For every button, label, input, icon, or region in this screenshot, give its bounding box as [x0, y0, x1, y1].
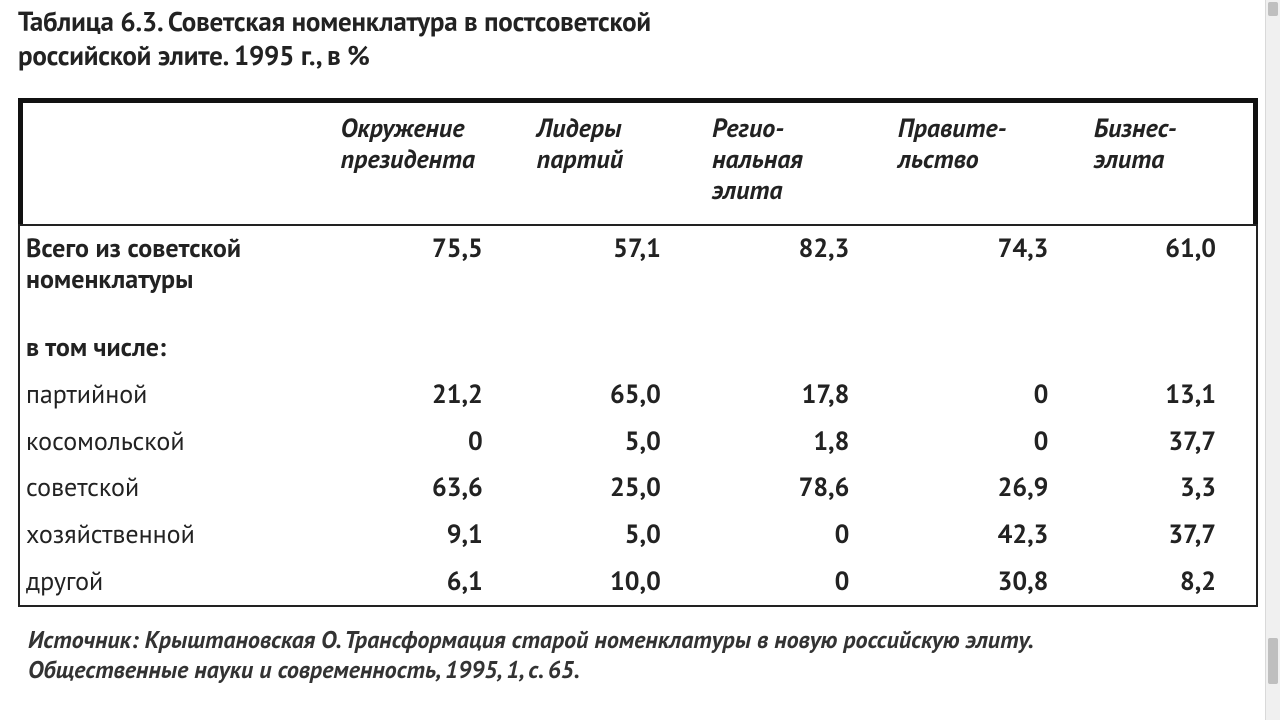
- row-0-v3: 0: [889, 372, 1088, 419]
- col-header-0-l1: Окружение: [341, 112, 465, 145]
- row-3-v2: 0: [701, 512, 890, 559]
- row-2-label: советской: [20, 465, 324, 512]
- table-row: советской 63,6 25,0 78,6 26,9 3,3: [20, 465, 1256, 512]
- table-row: косомольской 0 5,0 1,8 0 37,7: [20, 419, 1256, 466]
- total-v0: 75,5: [324, 226, 523, 305]
- col-header-3: Правите- льство: [892, 113, 1088, 227]
- col-header-2-l3: элита: [712, 174, 782, 207]
- header-row: Окружение президента Лидеры партий Регио…: [23, 113, 1253, 227]
- subhead-label: в том числе:: [20, 305, 1256, 372]
- row-4-label: другой: [20, 559, 324, 606]
- table-row: партийной 21,2 65,0 17,8 0 13,1: [20, 372, 1256, 419]
- vertical-scrollbar[interactable]: [1265, 0, 1280, 720]
- total-label-l2: номенклатуры: [26, 263, 193, 296]
- row-4-v1: 10,0: [523, 559, 701, 606]
- page: Таблица 6.3. Советская номенклатура в по…: [0, 0, 1280, 685]
- row-4-v2: 0: [701, 559, 890, 606]
- row-0-v1: 65,0: [523, 372, 701, 419]
- table-row: хозяйственной 9,1 5,0 0 42,3 37,7: [20, 512, 1256, 559]
- col-header-3-l1: Правите-: [898, 112, 1007, 145]
- total-v2: 82,3: [701, 226, 890, 305]
- col-header-2: Регио- нальная элита: [706, 113, 892, 227]
- subhead-row: в том числе:: [20, 305, 1256, 372]
- col-header-4-l2: элита: [1094, 143, 1164, 176]
- col-header-1-l1: Лидеры: [537, 112, 622, 145]
- source-line-1: Источник: Крыштановская О. Трансформация…: [28, 624, 1034, 655]
- header-empty: [23, 113, 335, 227]
- row-0-label: партийной: [20, 372, 324, 419]
- col-header-4: Бизнес- элита: [1088, 113, 1253, 227]
- row-1-v2: 1,8: [701, 419, 890, 466]
- total-label: Всего из советской номенклатуры: [20, 226, 324, 305]
- col-header-2-l2: нальная: [712, 143, 803, 176]
- row-1-label: косомольской: [20, 419, 324, 466]
- col-header-0-l2: президента: [341, 143, 475, 176]
- table-row: другой 6,1 10,0 0 30,8 8,2: [20, 559, 1256, 606]
- title-line-2: российской элите. 1995 г., в %: [18, 39, 370, 73]
- row-0-v4: 13,1: [1088, 372, 1256, 419]
- row-1-v1: 5,0: [523, 419, 701, 466]
- row-0-v2: 17,8: [701, 372, 890, 419]
- row-4-v0: 6,1: [324, 559, 523, 606]
- table-title: Таблица 6.3. Советская номенклатура в по…: [18, 6, 1258, 74]
- row-4-v3: 30,8: [889, 559, 1088, 606]
- row-1-v4: 37,7: [1088, 419, 1256, 466]
- row-3-v0: 9,1: [324, 512, 523, 559]
- total-label-l1: Всего из советской: [26, 232, 241, 265]
- row-2-v0: 63,6: [324, 465, 523, 512]
- row-3-v1: 5,0: [523, 512, 701, 559]
- row-2-v2: 78,6: [701, 465, 890, 512]
- col-header-4-l1: Бизнес-: [1094, 112, 1177, 145]
- col-header-1: Лидеры партий: [531, 113, 706, 227]
- row-2-v4: 3,3: [1088, 465, 1256, 512]
- row-2-v1: 25,0: [523, 465, 701, 512]
- table-body: Всего из советской номенклатуры 75,5 57,…: [20, 226, 1256, 605]
- row-1-v0: 0: [324, 419, 523, 466]
- title-line-1: Таблица 6.3. Советская номенклатура в по…: [18, 5, 651, 39]
- source-citation: Источник: Крыштановская О. Трансформация…: [18, 625, 1258, 685]
- row-4-v4: 8,2: [1088, 559, 1256, 606]
- col-header-1-l2: партий: [537, 143, 623, 176]
- source-line-2: Общественные науки и современность, 1995…: [28, 654, 580, 685]
- row-3-label: хозяйственной: [20, 512, 324, 559]
- row-0-v0: 21,2: [324, 372, 523, 419]
- table-header-frame: Окружение президента Лидеры партий Регио…: [18, 98, 1258, 227]
- table-header: Окружение президента Лидеры партий Регио…: [23, 113, 1253, 227]
- row-2-v3: 26,9: [889, 465, 1088, 512]
- total-v4: 61,0: [1088, 226, 1256, 305]
- total-v1: 57,1: [523, 226, 701, 305]
- col-header-0: Окружение президента: [335, 113, 531, 227]
- table-container: Окружение президента Лидеры партий Регио…: [18, 98, 1258, 608]
- row-1-v3: 0: [889, 419, 1088, 466]
- table-body-frame: Всего из советской номенклатуры 75,5 57,…: [18, 224, 1258, 607]
- row-3-v4: 37,7: [1088, 512, 1256, 559]
- total-row: Всего из советской номенклатуры 75,5 57,…: [20, 226, 1256, 305]
- scrollbar-thumb-top[interactable]: [1268, 2, 1278, 16]
- col-header-2-l1: Регио-: [712, 112, 784, 145]
- col-header-3-l2: льство: [898, 143, 979, 176]
- total-v3: 74,3: [889, 226, 1088, 305]
- scrollbar-thumb[interactable]: [1268, 638, 1278, 684]
- row-3-v3: 42,3: [889, 512, 1088, 559]
